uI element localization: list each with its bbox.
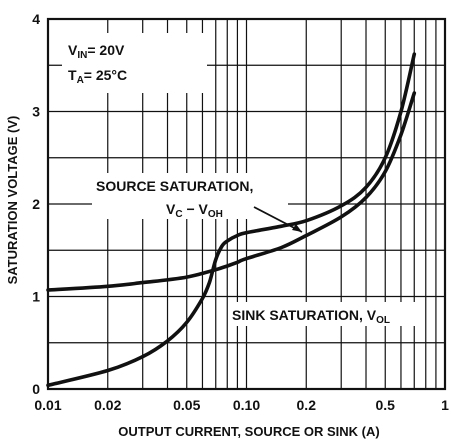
curve-layer [46,52,417,388]
x-tick-label: 0.02 [94,397,121,413]
conditions-background [62,33,207,93]
sink-label-background [228,302,418,326]
x-tick-label: 1 [441,397,449,413]
plot-frame [46,17,447,391]
grid-layer [48,19,445,389]
x-tick-label: 0.10 [233,397,260,413]
y-tick-label: 2 [32,196,40,212]
source-saturation-label: SOURCE SATURATION, [96,178,253,194]
source-saturation-formula: VC − VOH [166,201,223,220]
condition-vin: VIN= 20V [68,42,125,61]
x-tick-label: 0.05 [173,397,200,413]
y-tick-labels: 0 1 2 3 4 [32,11,40,397]
y-tick-label: 1 [32,289,40,305]
condition-ta: TA= 25°C [68,67,127,86]
source-label-background [92,173,288,219]
sink-saturation-curve [46,52,417,388]
y-tick-label: 0 [32,381,40,397]
x-tick-label: 0.01 [34,397,61,413]
x-axis-title: OUTPUT CURRENT, SOURCE OR SINK (A) [118,424,379,439]
x-tick-label: 0.5 [376,397,396,413]
source-pointer-arrowhead [292,224,302,232]
y-axis-title: SATURATION VOLTAGE (V) [5,116,20,285]
x-tick-labels: 0.01 0.02 0.05 0.10 0.2 0.5 1 [34,397,449,413]
sink-saturation-label: SINK SATURATION, VOL [232,307,390,326]
y-tick-label: 3 [32,104,40,120]
source-saturation-curve [46,91,417,292]
x-tick-label: 0.2 [297,397,317,413]
y-tick-label: 4 [32,11,40,27]
